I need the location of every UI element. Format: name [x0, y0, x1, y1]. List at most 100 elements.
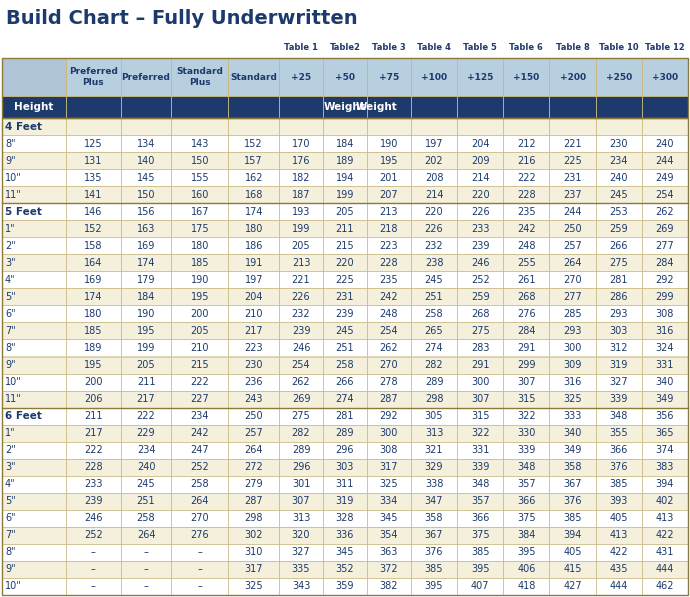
Bar — [279, 476, 323, 493]
Bar — [549, 458, 595, 476]
Bar — [279, 322, 323, 340]
Text: 193: 193 — [292, 207, 310, 217]
Bar — [121, 510, 171, 527]
Bar — [411, 374, 457, 390]
Bar — [279, 135, 323, 152]
Bar — [642, 237, 688, 254]
Text: –: – — [197, 547, 202, 558]
Text: 348: 348 — [609, 411, 628, 421]
Bar — [279, 493, 323, 510]
Text: 8": 8" — [5, 343, 16, 353]
Bar — [323, 306, 367, 322]
Bar — [2, 458, 688, 476]
Text: 339: 339 — [471, 462, 489, 472]
Text: 251: 251 — [137, 496, 155, 506]
Text: –: – — [91, 547, 96, 558]
Bar — [595, 424, 642, 442]
Text: 247: 247 — [190, 445, 209, 455]
Bar — [457, 544, 503, 561]
Text: 266: 266 — [336, 377, 354, 387]
Text: 232: 232 — [425, 241, 444, 251]
Bar — [66, 237, 121, 254]
Bar — [2, 118, 66, 135]
Bar — [279, 527, 323, 544]
Text: +75: +75 — [379, 72, 399, 82]
Bar — [411, 135, 457, 152]
Bar — [503, 458, 549, 476]
Text: Standard
Plus: Standard Plus — [177, 67, 224, 87]
Text: 163: 163 — [137, 224, 155, 234]
Bar — [171, 58, 228, 96]
Bar — [228, 220, 279, 237]
Text: 316: 316 — [656, 326, 674, 336]
Text: 301: 301 — [292, 479, 310, 490]
Bar — [457, 306, 503, 322]
Text: 352: 352 — [336, 564, 354, 574]
Text: 300: 300 — [563, 343, 582, 353]
Bar — [66, 203, 121, 220]
Text: 167: 167 — [190, 207, 209, 217]
Bar — [228, 186, 279, 203]
Bar — [367, 510, 411, 527]
Text: 345: 345 — [336, 547, 354, 558]
Bar — [323, 544, 367, 561]
Text: 292: 292 — [380, 411, 398, 421]
Bar — [503, 186, 549, 203]
Text: 299: 299 — [656, 292, 674, 302]
Text: 182: 182 — [292, 173, 310, 183]
Bar — [549, 237, 595, 254]
Bar — [2, 424, 688, 442]
Bar — [121, 288, 171, 306]
Text: 300: 300 — [471, 377, 489, 387]
Bar — [2, 186, 688, 203]
Bar — [549, 476, 595, 493]
Bar — [121, 527, 171, 544]
Text: 234: 234 — [190, 411, 209, 421]
Bar — [2, 288, 66, 306]
Bar — [503, 169, 549, 186]
Bar — [323, 220, 367, 237]
Text: 195: 195 — [190, 292, 209, 302]
Text: 264: 264 — [244, 445, 263, 455]
Bar — [171, 493, 228, 510]
Text: 217: 217 — [84, 428, 103, 438]
Text: 190: 190 — [190, 275, 209, 285]
Bar — [66, 356, 121, 374]
Text: 215: 215 — [336, 241, 354, 251]
Bar — [411, 340, 457, 356]
Bar — [66, 493, 121, 510]
Text: 375: 375 — [517, 513, 535, 524]
Text: +25: +25 — [291, 72, 311, 82]
Bar — [549, 169, 595, 186]
Bar — [66, 96, 121, 118]
Text: 367: 367 — [563, 479, 582, 490]
Bar — [228, 288, 279, 306]
Text: 395: 395 — [517, 547, 535, 558]
Text: +200: +200 — [560, 72, 586, 82]
Text: 431: 431 — [656, 547, 674, 558]
Bar — [2, 169, 688, 186]
Bar — [121, 408, 171, 424]
Bar — [595, 135, 642, 152]
Bar — [2, 340, 66, 356]
Text: 152: 152 — [244, 139, 263, 149]
Text: 199: 199 — [336, 190, 354, 199]
Text: 164: 164 — [84, 258, 102, 268]
Bar — [503, 356, 549, 374]
Text: 270: 270 — [563, 275, 582, 285]
Bar — [642, 424, 688, 442]
Text: 228: 228 — [84, 462, 103, 472]
Text: 152: 152 — [84, 224, 103, 234]
Text: 180: 180 — [244, 224, 263, 234]
Text: 174: 174 — [244, 207, 263, 217]
Bar — [2, 220, 688, 237]
Bar — [503, 476, 549, 493]
Bar — [503, 306, 549, 322]
Bar — [457, 390, 503, 408]
Text: 3": 3" — [5, 462, 16, 472]
Text: 7": 7" — [5, 530, 16, 540]
Text: 258: 258 — [137, 513, 155, 524]
Text: 248: 248 — [380, 309, 398, 319]
Bar — [457, 527, 503, 544]
Bar — [228, 510, 279, 527]
